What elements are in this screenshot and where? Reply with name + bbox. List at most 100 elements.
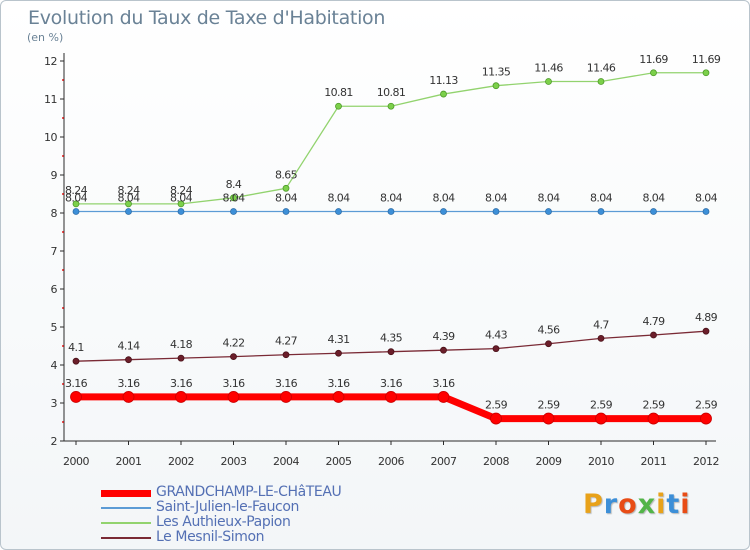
chart-unit-label: (en %): [27, 31, 64, 44]
data-label: 4.39: [432, 330, 455, 343]
data-label: 2.59: [590, 399, 613, 412]
data-label: 8.24: [117, 184, 140, 197]
data-point: [177, 354, 185, 362]
data-label: 3.16: [65, 377, 88, 390]
x-tick-label: 2011: [641, 455, 667, 468]
y-minor-tick: [62, 231, 64, 233]
data-label: 8.24: [65, 184, 88, 197]
data-label: 8.65: [275, 168, 298, 181]
x-tick-label: 2000: [63, 455, 89, 468]
x-tick-label: 2004: [273, 455, 299, 468]
chart-title: Evolution du Taux de Taxe d'Habitation: [28, 7, 386, 29]
data-point: [492, 208, 500, 215]
y-tick-label: 8: [51, 207, 58, 220]
data-label: 8.04: [590, 191, 613, 204]
logo-letter: i: [656, 489, 667, 520]
legend-label: GRANDCHAMP-LE-CHâTEAU: [156, 484, 342, 500]
data-label: 3.16: [275, 377, 298, 390]
data-point: [597, 78, 605, 85]
y-tick-label: 3: [51, 397, 58, 410]
data-label: 2.59: [695, 399, 718, 412]
data-label: 11.13: [429, 74, 458, 87]
y-tick-label: 7: [51, 245, 58, 258]
data-label: 4.31: [327, 333, 349, 346]
data-label: 2.59: [485, 399, 508, 412]
data-label: 11.35: [482, 66, 511, 79]
data-label: 11.46: [534, 62, 563, 75]
data-label: 4.35: [380, 332, 403, 345]
data-point: [647, 412, 660, 425]
y-minor-tick: [62, 269, 64, 271]
x-tick-label: 2008: [483, 455, 509, 468]
data-point: [230, 194, 237, 202]
data-point: [227, 391, 240, 403]
data-point: [597, 208, 605, 215]
data-point: [280, 391, 292, 403]
data-point: [335, 208, 342, 215]
data-label: 3.16: [432, 377, 455, 390]
data-label: 3.16: [117, 377, 140, 390]
x-tick-label: 2009: [536, 455, 562, 468]
data-point: [332, 391, 345, 403]
data-point: [492, 82, 500, 90]
data-point: [650, 208, 657, 215]
y-tick-label: 2: [51, 435, 58, 448]
data-point: [545, 78, 552, 85]
data-point: [125, 200, 132, 208]
x-tick-label: 2007: [431, 455, 457, 468]
y-minor-tick: [62, 307, 64, 309]
data-label: 8.04: [695, 191, 718, 204]
y-tick-label: 4: [51, 359, 58, 372]
y-tick-label: 11: [44, 93, 57, 106]
data-point: [545, 208, 552, 215]
logo-letter: r: [603, 489, 619, 520]
legend-label: Les Authieux-Papion: [156, 514, 291, 530]
data-point: [702, 69, 710, 77]
data-point: [385, 391, 397, 403]
data-point: [702, 208, 710, 215]
y-tick-label: 5: [51, 321, 58, 334]
data-label: 3.16: [380, 377, 403, 390]
data-label: 11.46: [587, 62, 616, 75]
y-minor-tick: [62, 193, 64, 195]
data-point: [177, 208, 185, 215]
data-label: 4.22: [222, 337, 244, 350]
data-label: 8.04: [485, 191, 508, 204]
y-minor-tick: [62, 345, 64, 347]
legend-swatch: [101, 537, 151, 539]
data-label: 4.56: [537, 324, 560, 337]
data-label: 8.04: [327, 191, 350, 204]
x-tick-label: 2001: [116, 455, 142, 468]
x-tick-label: 2005: [326, 455, 352, 468]
data-point: [72, 200, 80, 208]
x-tick-label: 2003: [221, 455, 247, 468]
data-label: 8.04: [170, 191, 193, 204]
y-minor-tick: [62, 421, 64, 423]
data-label: 10.81: [377, 86, 406, 99]
data-point: [545, 340, 552, 348]
data-label: 8.04: [275, 191, 298, 204]
y-minor-tick: [62, 117, 64, 119]
data-point: [230, 353, 237, 361]
data-label: 4.18: [170, 338, 193, 351]
data-label: 4.43: [485, 329, 508, 342]
data-label: 8.24: [170, 184, 193, 197]
data-point: [125, 208, 132, 215]
data-label: 3.16: [327, 377, 350, 390]
data-label: 8.04: [65, 191, 88, 204]
legend-swatch: [101, 522, 151, 524]
legend-label: Le Mesnil-Simon: [156, 529, 265, 545]
proxiti-logo: Proxiti: [583, 489, 691, 520]
data-label: 8.04: [432, 191, 455, 204]
chart-axes: 2 3 4 5 6 7 8 9 10 11 12 2000 2001 2002 2003 2004 2005 20…: [44, 53, 720, 468]
x-tick-label: 2006: [378, 455, 404, 468]
data-point: [650, 69, 657, 77]
legend-swatch: [101, 489, 151, 497]
data-label: 3.16: [222, 377, 245, 390]
data-point: [437, 391, 450, 403]
data-label: 4.14: [117, 340, 140, 353]
data-labels: 3.16 3.16 3.16 3.16 3.16 3.16 3.16 3.16 2.59 2.59…: [65, 53, 721, 412]
x-tick-label: 2010: [588, 455, 614, 468]
